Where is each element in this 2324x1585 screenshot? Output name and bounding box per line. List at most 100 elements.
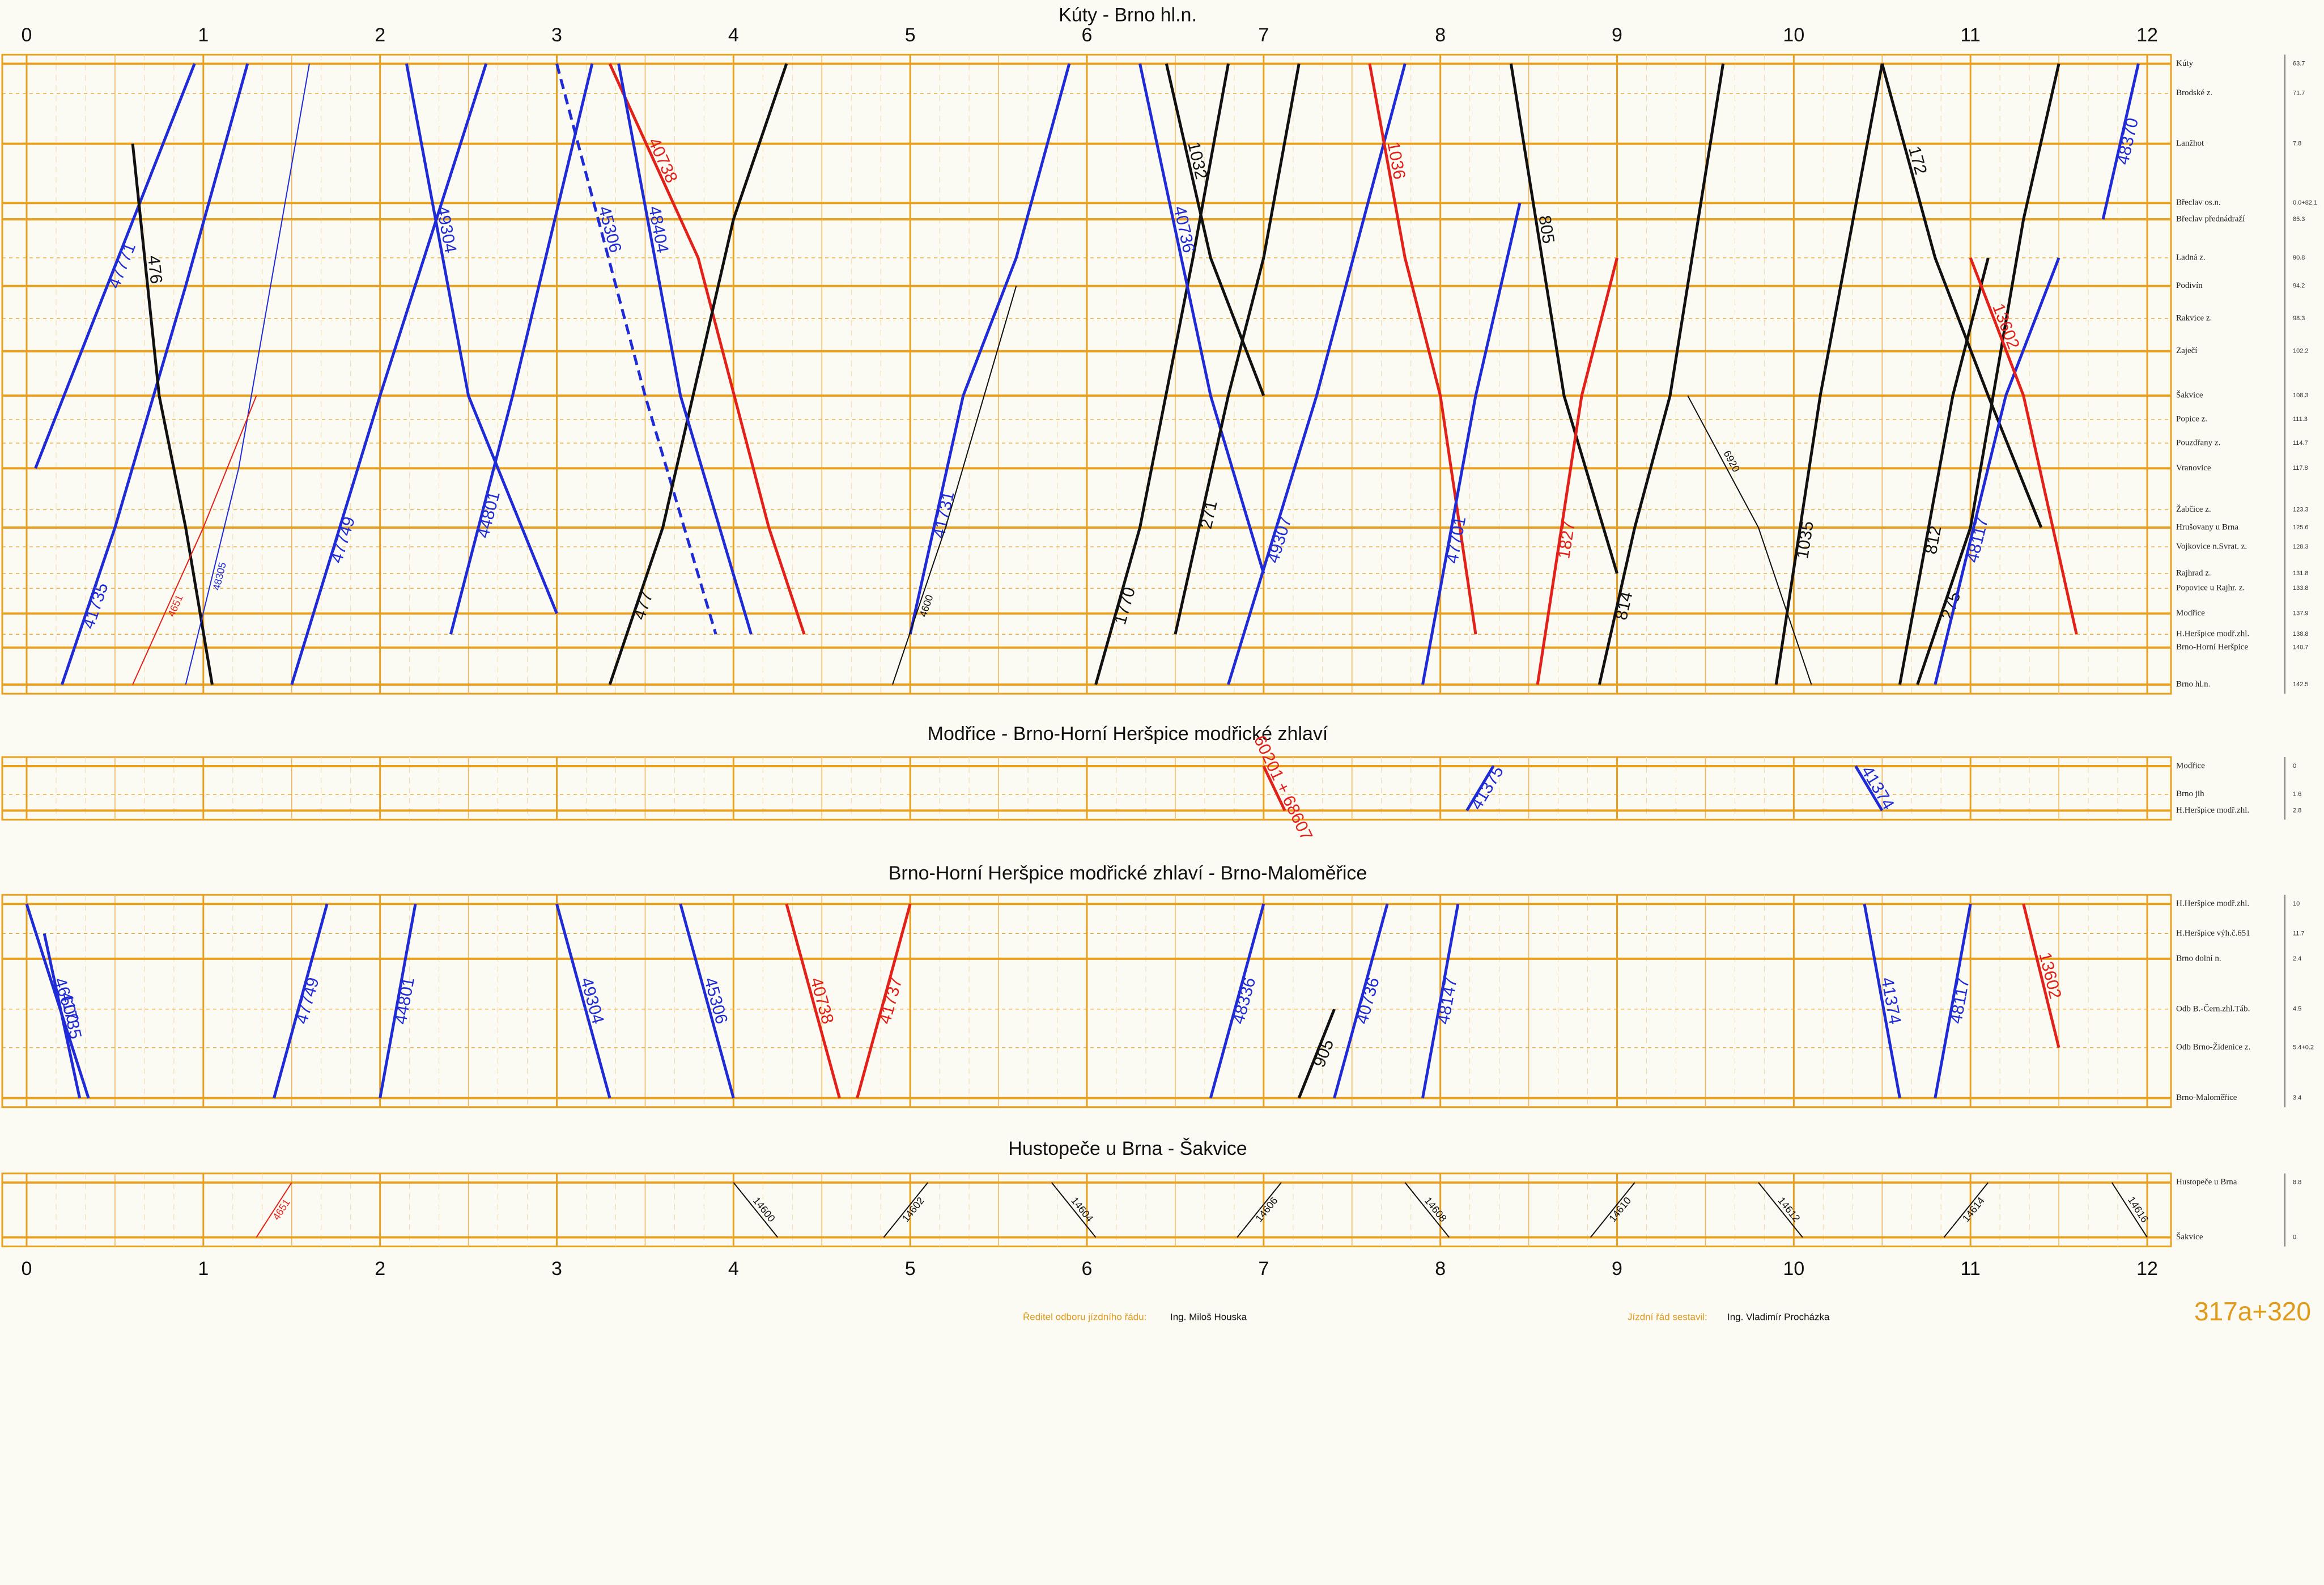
hour-label: 5 (905, 24, 916, 46)
panel-title: Modřice - Brno-Horní Heršpice modřické z… (928, 723, 1328, 745)
station-km: 7.8 (2293, 141, 2301, 147)
station-name: Popice z. (2176, 414, 2207, 423)
station-name: H.Heršpice výh.č.651 (2176, 929, 2250, 938)
train-path (185, 63, 310, 685)
station-km: 137.9 (2293, 610, 2309, 617)
panel-title: Brno-Horní Heršpice modřické zhlaví - Br… (889, 862, 1367, 884)
hour-label: 11 (1961, 24, 1981, 46)
hour-label: 12 (2136, 1258, 2158, 1280)
station-name: Brno jih (2176, 789, 2204, 798)
station-km: 131.8 (2293, 570, 2309, 577)
sheet-code: 317a+320 (2194, 1297, 2311, 1326)
train-path (617, 63, 753, 635)
station-km: 1.6 (2293, 791, 2301, 798)
hour-label: 11 (1961, 1258, 1981, 1280)
station-name: Brodské z. (2176, 88, 2212, 97)
station-km: 0 (2293, 763, 2296, 770)
station-km: 90.8 (2293, 254, 2305, 261)
station-name: Modřice (2176, 761, 2205, 770)
train-path (1227, 63, 1407, 685)
train-path (2022, 903, 2060, 1048)
train-path (1774, 63, 1884, 685)
station-name: Podivín (2176, 281, 2203, 290)
train-number: 476 (144, 254, 165, 284)
compiler-label: Jízdní řád sestavil: (1628, 1311, 1707, 1322)
hour-label: 2 (375, 1258, 385, 1280)
hour-label: 9 (1612, 1258, 1622, 1280)
train-path (449, 63, 594, 635)
train-path (1509, 63, 1618, 574)
station-name: Odb B.-Čern.zhl.Táb. (2176, 1004, 2250, 1013)
station-km: 114.7 (2293, 440, 2308, 447)
train-path (1297, 1008, 1336, 1099)
hour-label: 10 (1783, 24, 1804, 46)
station-km: 0.0+82.1 (2293, 199, 2317, 206)
director-label: Ředitel odboru jízdního řádu: (1023, 1311, 1146, 1322)
hour-label: 5 (905, 1258, 916, 1280)
station-km: 133.8 (2293, 585, 2309, 592)
hour-label: 1 (198, 24, 209, 46)
station-km: 5.4+0.2 (2293, 1044, 2314, 1051)
station-km: 85.3 (2293, 216, 2305, 223)
train-path (34, 63, 196, 469)
station-name: Zaječí (2176, 346, 2197, 355)
train-path (132, 395, 257, 685)
train-path (1209, 903, 1265, 1099)
train-path (1943, 1182, 1989, 1238)
hour-label: 3 (551, 1258, 562, 1280)
station-name: Pouzdřany z. (2176, 438, 2220, 447)
train-path (1262, 765, 1286, 811)
director-name: Ing. Miloš Houska (1170, 1311, 1247, 1322)
station-km: 8.8 (2293, 1179, 2301, 1186)
station-name: Brno-Horní Heršpice (2176, 643, 2248, 652)
train-number: 805 (1535, 214, 1557, 245)
train-path (405, 63, 558, 614)
station-name: Ladná z. (2176, 253, 2206, 262)
train-path (608, 63, 806, 635)
hour-label: 7 (1258, 24, 1269, 46)
hour-label: 8 (1435, 24, 1446, 46)
station-name: Rajhrad z. (2176, 568, 2211, 577)
train-path (908, 63, 1071, 635)
station-name: H.Heršpice modř.zhl. (2176, 899, 2249, 908)
train-path (1916, 63, 2060, 685)
station-km: 140.7 (2293, 644, 2309, 651)
station-name: Popovice u Rajhr. z. (2176, 584, 2245, 593)
hour-label: 0 (22, 1258, 32, 1280)
hour-label: 8 (1435, 1258, 1446, 1280)
station-km: 142.5 (2293, 681, 2309, 688)
station-name: Vranovice (2176, 464, 2211, 473)
train-path (1465, 765, 1495, 811)
station-name: Břeclav přednádraží (2176, 214, 2245, 223)
train-path (679, 903, 735, 1099)
station-km: 63.7 (2293, 60, 2305, 67)
station-km: 94.2 (2293, 283, 2305, 290)
train-path (1404, 1182, 1450, 1238)
station-km: 10 (2293, 900, 2300, 907)
hour-label: 2 (375, 24, 385, 46)
station-km: 138.8 (2293, 631, 2309, 638)
train-path (60, 63, 249, 685)
train-path (1094, 63, 1230, 685)
station-name: Rakvice z. (2176, 314, 2212, 323)
train-path (1536, 257, 1618, 685)
train-path (1165, 63, 1265, 397)
station-name: Šakvice (2176, 390, 2203, 400)
train-path (2101, 63, 2140, 220)
station-km: 128.3 (2293, 543, 2309, 550)
station-km: 71.7 (2293, 90, 2305, 97)
train-path (1934, 903, 1972, 1099)
train-path (555, 903, 611, 1099)
hour-label: 3 (551, 24, 562, 46)
train-path (1687, 395, 1812, 685)
panel-title: Hustopeče u Brna - Šakvice (1008, 1138, 1247, 1159)
hour-label: 10 (1783, 1258, 1804, 1280)
train-path (273, 903, 329, 1099)
train-path (1880, 63, 2043, 528)
station-name: Hrušovany u Brna (2176, 522, 2238, 532)
station-name: H.Heršpice modř.zhl. (2176, 806, 2249, 815)
train-path (379, 903, 417, 1099)
